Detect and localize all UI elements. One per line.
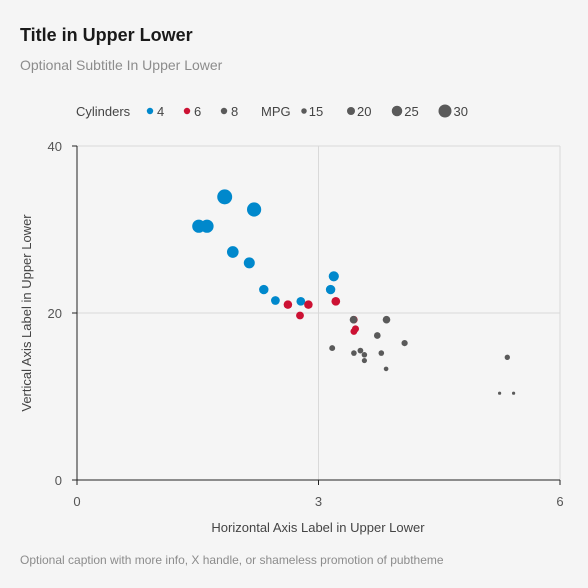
scatter-point-cyl-6 — [283, 300, 293, 309]
chart-subtitle: Optional Subtitle In Upper Lower — [20, 57, 223, 73]
y-tick-label: 40 — [48, 139, 62, 154]
legend-color-label: 8 — [231, 104, 238, 119]
legend-color-title: Cylinders — [76, 104, 131, 119]
legend-size-label: 30 — [454, 104, 468, 119]
legend-size-label: 25 — [404, 104, 418, 119]
scatter-point-cyl-8 — [511, 391, 516, 395]
axes: 0 3 6 0 20 40 — [48, 139, 564, 509]
scatter-point-cyl-8 — [382, 315, 391, 324]
scatter-point-cyl-8 — [349, 315, 358, 324]
legend-color-label: 6 — [194, 104, 201, 119]
scatter-point-cyl-4 — [271, 296, 280, 305]
x-tick-label: 0 — [73, 494, 80, 509]
scatter-point-cyl-8 — [361, 358, 367, 364]
legend-size-swatch — [438, 104, 452, 118]
scatter-point-cyl-4 — [217, 189, 233, 205]
x-tick-label: 6 — [556, 494, 563, 509]
chart-caption: Optional caption with more info, X handl… — [20, 553, 444, 567]
scatter-point-cyl-4 — [296, 296, 306, 306]
scatter-point-cyl-8 — [329, 345, 336, 352]
legend-size-label: 15 — [309, 104, 323, 119]
scatter-point-cyl-8 — [351, 350, 357, 356]
legend-size-swatch — [391, 105, 403, 117]
x-axis-label: Horizontal Axis Label in Upper Lower — [211, 520, 425, 535]
legend-size-swatch — [301, 108, 307, 114]
legend-color-swatch — [220, 107, 228, 115]
scatter-point-cyl-4 — [247, 202, 262, 217]
scatter-point-cyl-8 — [383, 366, 389, 372]
legend-color-swatch — [146, 107, 154, 115]
scatter-point-cyl-4 — [328, 271, 339, 282]
scatter-point-cyl-6 — [351, 325, 360, 333]
scatter-point-cyl-8 — [498, 391, 502, 395]
legend-size-title: MPG — [261, 104, 291, 119]
legend-size-swatch — [347, 107, 355, 115]
scatter-point-cyl-6 — [304, 300, 313, 309]
legend-color-label: 4 — [157, 104, 164, 119]
scatter-point-cyl-8 — [378, 350, 385, 356]
scatter-point-cyl-4 — [325, 284, 336, 295]
grid — [77, 145, 561, 480]
data-points — [192, 189, 516, 395]
scatter-point-cyl-6 — [331, 296, 341, 306]
scatter-point-cyl-6 — [296, 311, 304, 320]
scatter-point-cyl-8 — [361, 352, 368, 358]
chart-title: Title in Upper Lower — [20, 25, 193, 45]
scatter-point-cyl-8 — [504, 354, 510, 360]
scatter-point-cyl-8 — [401, 340, 408, 347]
scatter-point-cyl-4 — [226, 246, 239, 258]
y-axis-label: Vertical Axis Label in Upper Lower — [19, 214, 34, 412]
scatter-point-cyl-8 — [373, 332, 381, 339]
y-tick-label: 20 — [48, 306, 62, 321]
legend-color-swatch — [183, 107, 191, 115]
scatter-point-cyl-4 — [259, 284, 269, 295]
x-tick-label: 3 — [315, 494, 322, 509]
y-tick-label: 0 — [55, 473, 62, 488]
scatter-point-cyl-4 — [243, 257, 255, 269]
legend-size-label: 20 — [357, 104, 371, 119]
scatter-point-cyl-4 — [200, 219, 214, 233]
scatter-point-cyl-8 — [357, 347, 364, 354]
legend: Cylinders 4 6 8 MPG 15 20 25 30 — [76, 104, 468, 119]
